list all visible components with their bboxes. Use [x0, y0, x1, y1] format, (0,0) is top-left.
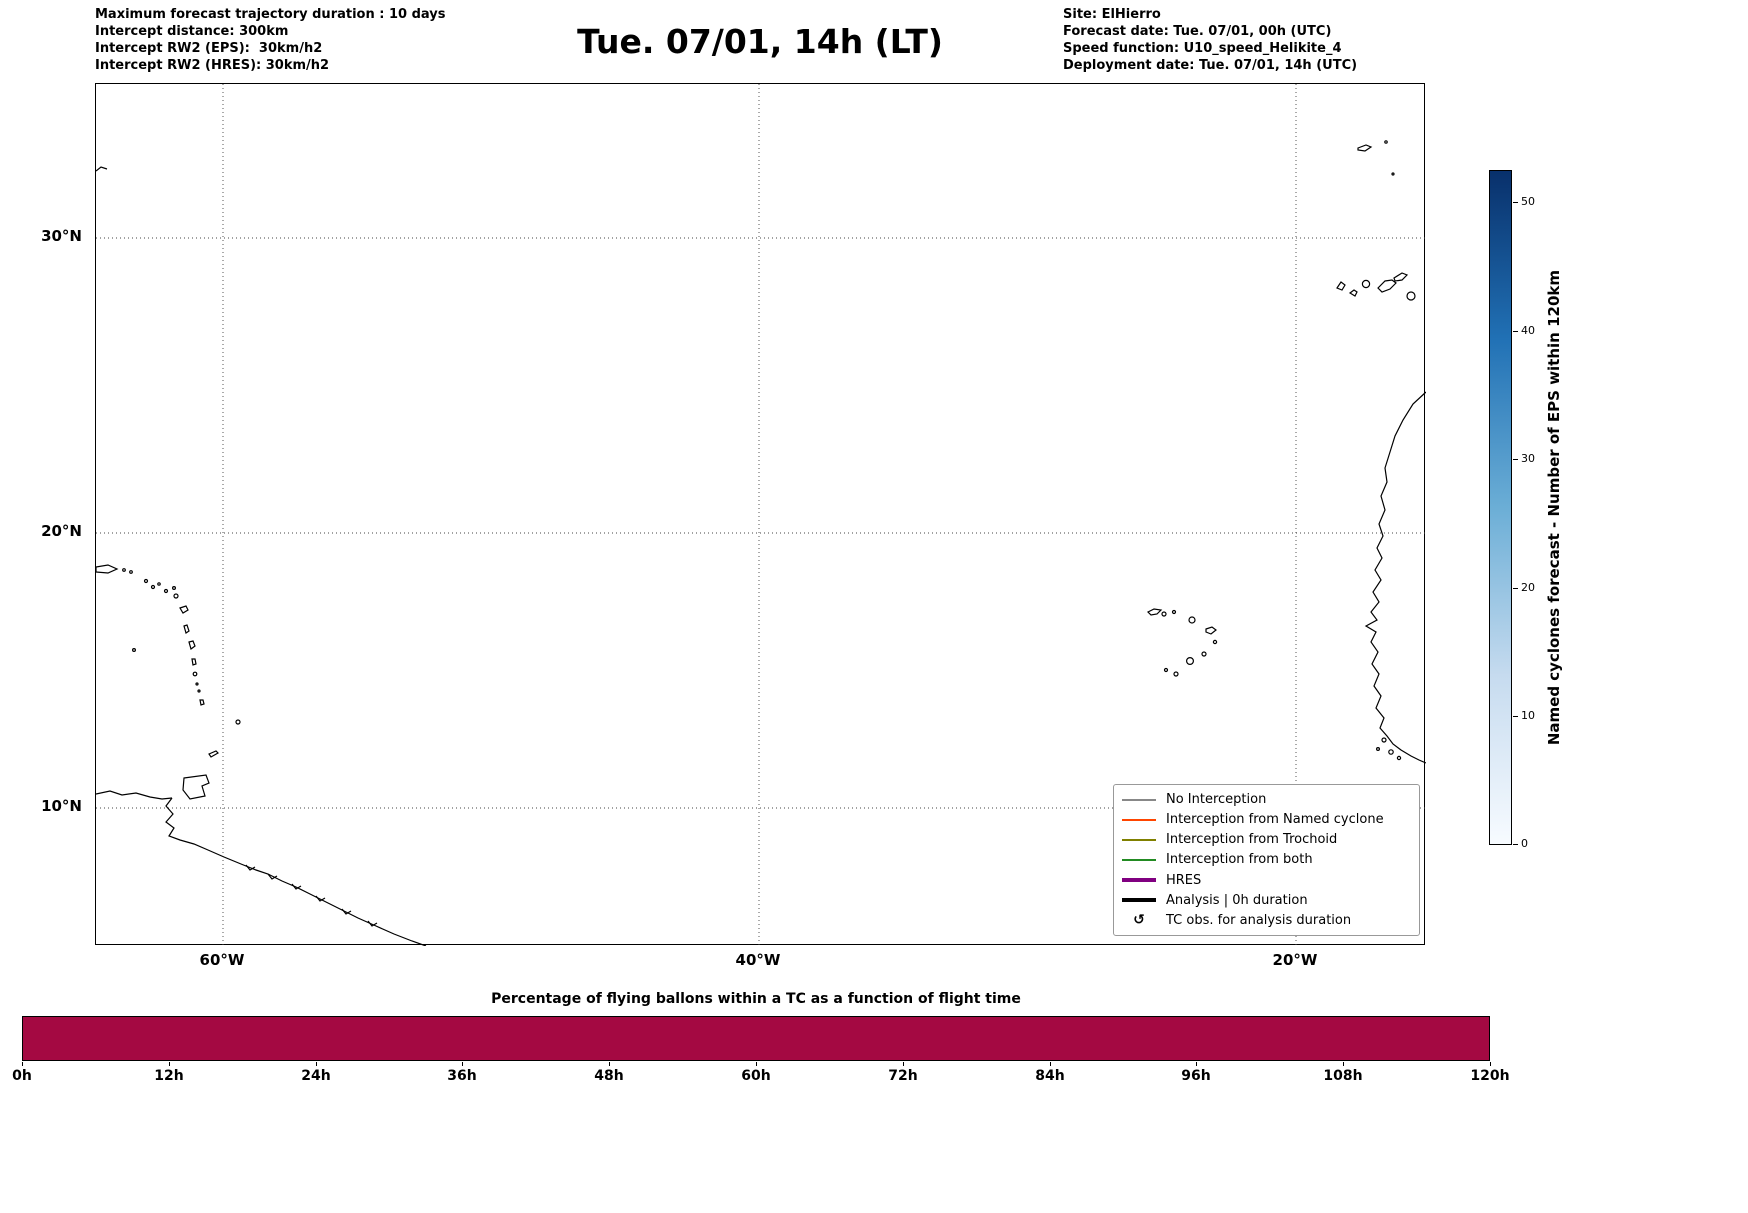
param-intercept-rw2-hres: Intercept RW2 (HRES): 30km/h2 — [95, 58, 330, 73]
colorbar-tick — [1513, 202, 1518, 203]
legend-label: Interception from both — [1166, 852, 1313, 868]
legend-label: Analysis | 0h duration — [1166, 892, 1308, 908]
colorbar-tick-label: 50 — [1521, 195, 1535, 208]
trochoid-line-swatch — [1122, 838, 1156, 841]
bottom-tick-label-24h: 24h — [301, 1068, 331, 1084]
hres-line-swatch — [1122, 878, 1156, 883]
named-cyclone-line-swatch — [1122, 818, 1156, 821]
legend-item-both: Interception from both — [1122, 850, 1411, 869]
legend-item-hres: HRES — [1122, 871, 1411, 890]
info-deployment-date: Deployment date: Tue. 07/01, 14h (UTC) — [1063, 58, 1358, 73]
colorbar-tick-label: 30 — [1521, 452, 1535, 465]
legend-item-named-cyclone: Interception from Named cyclone — [1122, 810, 1411, 829]
bottom-tick — [1343, 1062, 1344, 1066]
colorbar-tick — [1513, 331, 1518, 332]
colorbar-tick-label: 20 — [1521, 581, 1535, 594]
site-info-block: Site: ElHierro Forecast date: Tue. 07/01… — [1063, 6, 1357, 74]
bottom-tick-label-84h: 84h — [1035, 1068, 1065, 1084]
no-interception-line-swatch — [1122, 798, 1156, 801]
colorbar-tick — [1513, 716, 1518, 717]
colorbar-label: Named cyclones forecast - Number of EPS … — [1545, 269, 1563, 746]
bottom-tick — [609, 1062, 610, 1066]
bottom-tick — [756, 1062, 757, 1066]
bottom-tick — [1196, 1062, 1197, 1066]
bottom-chart-title: Percentage of flying ballons within a TC… — [491, 991, 1021, 1007]
flight-time-bar — [22, 1016, 1490, 1061]
legend-label: HRES — [1166, 872, 1202, 888]
bottom-tick-label-108h: 108h — [1323, 1068, 1363, 1084]
legend-item-tc-obs: ↺ TC obs. for analysis duration — [1122, 911, 1411, 930]
figure-title: Tue. 07/01, 14h (LT) — [577, 22, 943, 61]
legend-label: Interception from Named cyclone — [1166, 812, 1384, 828]
colorbar-tick-label: 10 — [1521, 709, 1535, 722]
bottom-tick — [22, 1062, 23, 1066]
lat-label-30n: 30°N — [41, 227, 82, 245]
colorbar-label-wrap: Named cyclones forecast - Number of EPS … — [1541, 170, 1567, 845]
both-line-swatch — [1122, 858, 1156, 861]
tc-obs-icon: ↺ — [1133, 912, 1145, 929]
colorbar-tick-label: 0 — [1521, 837, 1528, 850]
forecast-params-block: Maximum forecast trajectory duration : 1… — [95, 6, 446, 74]
bottom-tick — [1050, 1062, 1051, 1066]
param-intercept-rw2-eps: Intercept RW2 (EPS): 30km/h2 — [95, 41, 323, 56]
info-forecast-date: Forecast date: Tue. 07/01, 00h (UTC) — [1063, 24, 1332, 39]
legend-label: TC obs. for analysis duration — [1166, 912, 1352, 928]
info-speed-function: Speed function: U10_speed_Helikite_4 — [1063, 41, 1342, 56]
bottom-tick-label-36h: 36h — [447, 1068, 477, 1084]
bottom-tick — [1490, 1062, 1491, 1066]
param-intercept-distance: Intercept distance: 300km — [95, 24, 289, 39]
bottom-tick — [169, 1062, 170, 1066]
legend-item-analysis: Analysis | 0h duration — [1122, 891, 1411, 910]
coastlines — [96, 140, 1426, 946]
legend-label: Interception from Trochoid — [1166, 832, 1338, 848]
legend-item-no-interception: No Interception — [1122, 790, 1411, 809]
bottom-tick-label-12h: 12h — [154, 1068, 184, 1084]
bottom-tick — [316, 1062, 317, 1066]
info-site: Site: ElHierro — [1063, 7, 1161, 22]
legend-label: No Interception — [1166, 792, 1267, 807]
bottom-tick-label-96h: 96h — [1181, 1068, 1211, 1084]
lat-label-20n: 20°N — [41, 522, 82, 540]
lon-label-60w: 60°W — [199, 951, 245, 969]
colorbar-tick — [1513, 459, 1518, 460]
map-legend: No Interception Interception from Named … — [1113, 784, 1420, 936]
param-max-duration: Maximum forecast trajectory duration : 1… — [95, 7, 446, 22]
colorbar-tick — [1513, 588, 1518, 589]
lat-label-10n: 10°N — [41, 797, 82, 815]
lon-label-20w: 20°W — [1272, 951, 1318, 969]
bottom-tick — [462, 1062, 463, 1066]
lon-label-40w: 40°W — [735, 951, 781, 969]
legend-item-trochoid: Interception from Trochoid — [1122, 830, 1411, 849]
bottom-tick-label-72h: 72h — [888, 1068, 918, 1084]
bottom-tick-label-48h: 48h — [594, 1068, 624, 1084]
colorbar-tick-label: 40 — [1521, 324, 1535, 337]
analysis-line-swatch — [1122, 898, 1156, 903]
colorbar-gradient — [1489, 170, 1512, 845]
bottom-tick-label-120h: 120h — [1470, 1068, 1510, 1084]
bottom-tick-label-60h: 60h — [741, 1068, 771, 1084]
bottom-tick — [903, 1062, 904, 1066]
bottom-tick-label-0h: 0h — [12, 1068, 32, 1084]
colorbar-tick — [1513, 844, 1518, 845]
